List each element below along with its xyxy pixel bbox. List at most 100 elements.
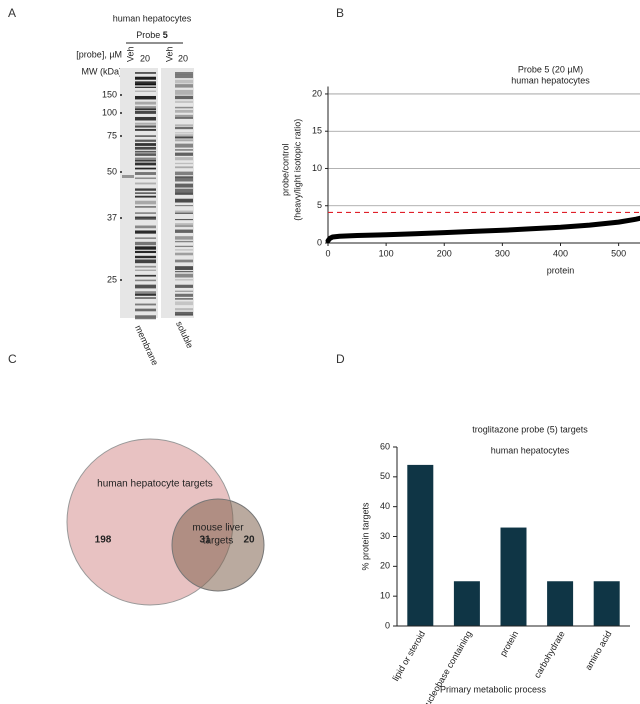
x-tick-label: 200 [437, 248, 452, 258]
gel-band [175, 109, 193, 113]
mw-marker: 100 [102, 107, 117, 117]
gel-band [135, 297, 156, 299]
gel-band [135, 284, 156, 289]
y-tick-label: 10 [312, 163, 322, 173]
gel-band [175, 273, 193, 278]
x-tick-label: 400 [553, 248, 568, 258]
data-curve [325, 215, 640, 244]
gel-band [175, 166, 193, 169]
x-tick-label: amino acid [583, 629, 613, 672]
probe-word: Probe [136, 30, 160, 40]
gel-band [135, 172, 156, 175]
mw-tick [120, 217, 122, 219]
gel-band [135, 225, 156, 229]
x-tick-label: 500 [611, 248, 626, 258]
panel-label: D [336, 352, 345, 366]
gel-band [135, 293, 156, 296]
y-tick-label: 15 [312, 126, 322, 136]
gel-band [175, 136, 193, 139]
axis [396, 447, 630, 627]
gel-band [135, 192, 156, 195]
gel-band [135, 159, 156, 162]
gel-band [175, 139, 193, 142]
gel-band [135, 303, 156, 306]
gel-band [135, 265, 156, 268]
gel-band [175, 178, 193, 182]
gel-band [135, 218, 156, 220]
gel-band [135, 237, 156, 240]
gel-band [175, 192, 193, 195]
x-tick-label: protein [498, 629, 520, 658]
y-axis-label: % protein targets [360, 502, 370, 571]
gel-band [175, 74, 193, 79]
gel-band [135, 255, 156, 259]
chart-subtitle: human hepatocytes [511, 75, 590, 85]
gel-band [135, 206, 156, 208]
gel-band [135, 195, 156, 198]
gel-band [175, 93, 193, 96]
gel-band [135, 230, 156, 234]
gel-band [175, 106, 193, 109]
gel-band [175, 95, 193, 100]
gel-band [135, 146, 156, 150]
y-tick-label: 30 [380, 531, 390, 541]
gel-band [175, 311, 193, 316]
x-axis-label: Primary metabolic process [440, 684, 547, 694]
y-tick-label: 20 [380, 561, 390, 571]
gel-band [175, 236, 193, 240]
bar [593, 581, 620, 626]
bar [407, 464, 434, 626]
y-tick-label: 5 [317, 200, 322, 210]
chart-title: Probe 5 (20 µM) [518, 64, 583, 74]
panel-label: B [336, 6, 344, 20]
x-tick-label: carbohydrate [532, 629, 567, 680]
mw-marker: 75 [107, 130, 117, 140]
bar [453, 581, 480, 626]
gel-band [135, 95, 156, 100]
gel-band [175, 252, 193, 256]
gel-band [135, 308, 156, 312]
mw-marker: 37 [107, 212, 117, 222]
gel-band [135, 81, 156, 86]
gel-band [135, 291, 156, 295]
gel-band [135, 106, 156, 110]
gel-band [135, 150, 156, 153]
gel-band [175, 84, 193, 88]
gel-band [135, 83, 156, 86]
concentration-label: [probe], µM [76, 49, 122, 59]
gel-band [175, 218, 193, 221]
gel-band [175, 143, 193, 148]
gel-band [175, 249, 193, 251]
gel-band [175, 210, 193, 214]
gel-band [175, 223, 193, 226]
gel-band [135, 135, 156, 137]
gel-band [135, 108, 156, 110]
gel-band [135, 274, 156, 277]
gel-band [175, 301, 193, 306]
gel-band [135, 116, 156, 121]
y-tick-label: 20 [312, 88, 322, 98]
y-tick-label: 0 [317, 237, 322, 247]
probe-label: Probe 5 [136, 30, 168, 40]
gel-band [135, 72, 156, 74]
gel-band [175, 157, 193, 161]
lane-label: Veh [164, 46, 174, 62]
gel-band [135, 279, 156, 282]
gel-band [135, 212, 156, 214]
gel-band [175, 198, 193, 203]
gel-band [175, 266, 193, 270]
mw-label: MW (kDa) [82, 66, 123, 76]
gel-band [135, 188, 156, 191]
mw-tick [120, 279, 122, 281]
gel-band [175, 126, 193, 130]
gel-band [135, 110, 156, 114]
venn-count: 31 [199, 535, 211, 546]
gel-band [175, 149, 193, 151]
mw-tick [120, 94, 122, 96]
gel-band [135, 246, 156, 250]
fraction-label: soluble [174, 320, 195, 350]
gel-band [175, 132, 193, 134]
gel-panel: A human hepatocytes Probe 5 [probe], µM … [8, 6, 195, 367]
panel-label: C [8, 352, 17, 366]
gel-band [175, 240, 193, 243]
